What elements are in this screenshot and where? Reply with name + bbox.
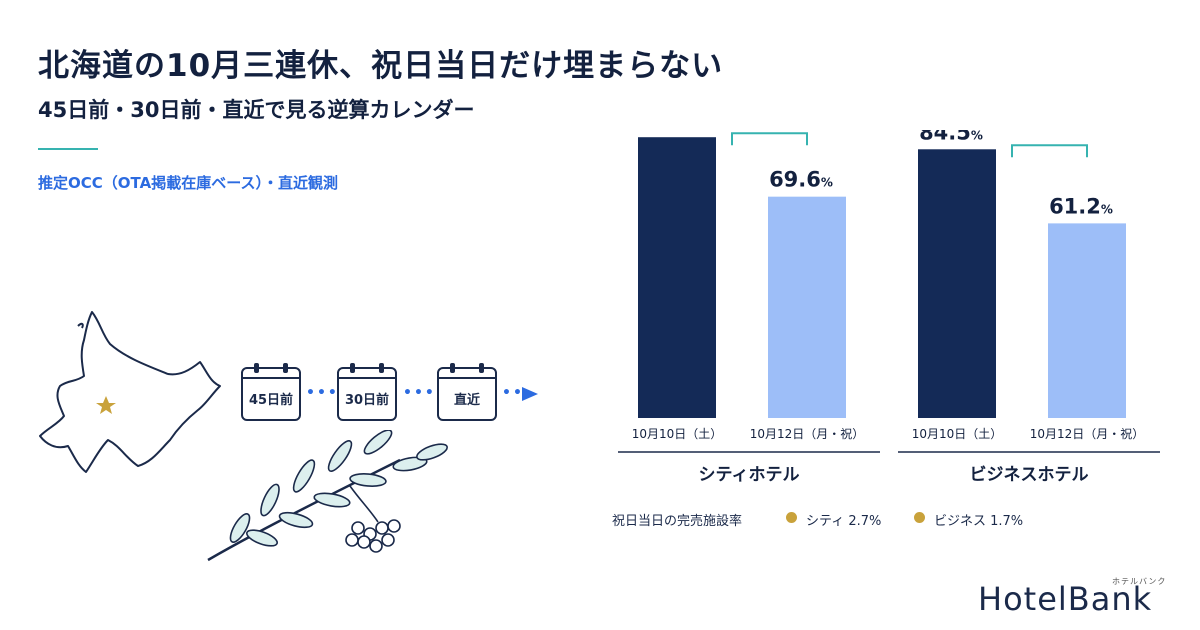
legend-title: 祝日当日の完売施設率 [612, 514, 743, 529]
bar-value-label: 69.6% [769, 168, 833, 192]
bar-1-1 [1048, 223, 1126, 418]
calendar-label: 直近 [453, 393, 480, 408]
calendar-icon [241, 363, 301, 421]
legend-dot-icon [786, 512, 797, 523]
calendar-recent: 直近 [436, 362, 498, 422]
legend-item-business: ビジネス 1.7% [934, 514, 1024, 529]
hotelbank-logo-kana: ホテルバンク [1112, 577, 1167, 586]
bar-value-label: 84.5% [919, 130, 983, 144]
divider [38, 148, 98, 150]
bar-value-label: 61.2% [1049, 194, 1113, 218]
rowan-branch-icon [207, 430, 448, 562]
page-subtitle: 45日前・30日前・直近で見る逆算カレンダー [38, 98, 475, 122]
bar-0-1 [768, 196, 846, 418]
difference-bracket [731, 132, 808, 146]
calendar-30-days: 30日前 [336, 362, 398, 422]
star-icon [96, 396, 116, 414]
timeline-dots: •• [502, 385, 524, 401]
category-label: 10月12日（月・祝） [1030, 427, 1145, 441]
group-label: シティホテル [699, 465, 800, 485]
page-title: 北海道の10月三連休、祝日当日だけ埋まらない [38, 48, 724, 84]
bar-1-0 [918, 149, 996, 419]
timeline-dots: ••• [403, 385, 436, 401]
hokkaido-map-icon [39, 311, 221, 473]
group-label: ビジネスホテル [970, 465, 1089, 485]
calendar-label: 30日前 [344, 393, 390, 408]
bar-value-label: 88.3% [639, 130, 703, 132]
hotelbank-logo: HotelBank [978, 580, 1153, 618]
calendar-icon [437, 363, 497, 421]
timeline-dots: ••• [306, 385, 339, 401]
legend-dot-icon [914, 512, 925, 523]
calendar-45-days: 45日前 [240, 362, 302, 422]
data-source-note: 推定OCC（OTA掲載在庫ベース）・直近観測 [38, 174, 338, 192]
arrow-right-icon [522, 387, 538, 401]
calendar-label: 45日前 [248, 393, 294, 408]
bar-0-0 [638, 137, 716, 418]
occupancy-bar-chart: 88.3% 10月10日（土） 69.6% 10月12日（月・祝） シティホテル 84.5… [618, 130, 1160, 485]
legend-item-city: シティ 2.7% [806, 514, 882, 529]
calendar-icon [337, 363, 397, 421]
category-label: 10月12日（月・祝） [750, 427, 865, 441]
category-label: 10月10日（土） [912, 427, 1003, 441]
category-label: 10月10日（土） [632, 427, 723, 441]
difference-bracket [1011, 144, 1088, 158]
